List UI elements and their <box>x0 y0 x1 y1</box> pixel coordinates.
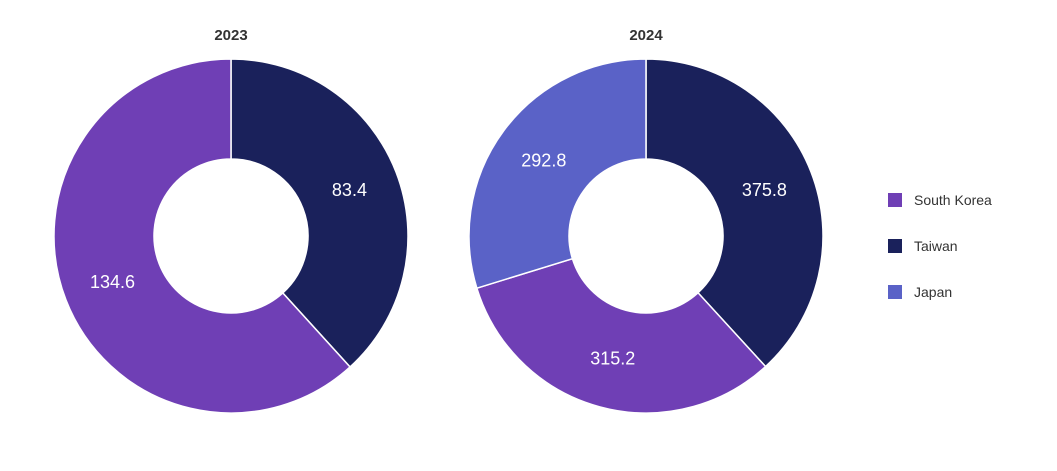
data-label-south-korea-2024: 315.2 <box>590 349 635 369</box>
legend: South Korea Taiwan Japan <box>888 188 992 326</box>
slice-south-korea-2024[interactable] <box>475 257 767 414</box>
slice-japan-2024[interactable] <box>468 58 647 290</box>
donut-chart-2024: 375.8 315.2 292.8 2024 <box>468 27 824 414</box>
legend-item-south-korea[interactable]: South Korea <box>888 188 992 211</box>
legend-label: Japan <box>914 283 953 300</box>
slice-taiwan-2024[interactable] <box>645 58 824 368</box>
legend-swatch-japan <box>888 284 902 299</box>
legend-label: Taiwan <box>914 237 958 254</box>
legend-swatch-taiwan <box>888 238 902 253</box>
donut-chart-2023: 83.4 134.6 2023 <box>53 27 409 414</box>
legend-label: South Korea <box>914 191 992 208</box>
chart-title-2023: 2023 <box>214 27 247 44</box>
legend-swatch-south-korea <box>888 192 902 207</box>
legend-item-japan[interactable]: Japan <box>888 280 992 303</box>
chart-title-2024: 2024 <box>629 27 663 44</box>
data-label-taiwan-2024: 375.8 <box>742 180 787 200</box>
legend-item-taiwan[interactable]: Taiwan <box>888 234 992 257</box>
slice-south-korea-2023[interactable] <box>53 58 352 414</box>
slice-taiwan-2023[interactable] <box>230 58 409 369</box>
data-label-japan-2024: 292.8 <box>521 151 566 171</box>
data-label-taiwan-2023: 83.4 <box>332 180 367 200</box>
data-label-south-korea-2023: 134.6 <box>90 272 135 292</box>
